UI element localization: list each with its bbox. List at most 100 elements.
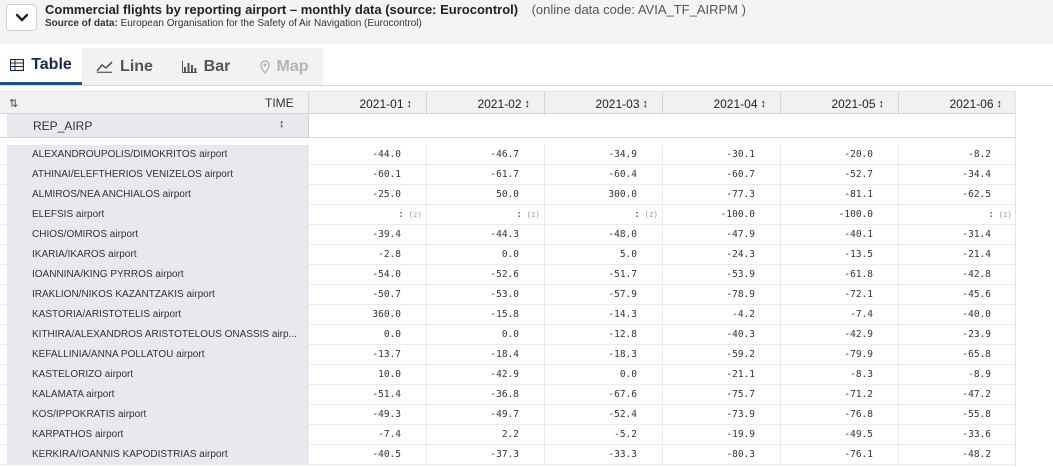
table-cell[interactable]: -34.9 [544,145,662,164]
table-cell[interactable]: -61.8 [780,265,898,284]
table-cell[interactable]: -8.2 [898,145,1016,164]
column-header[interactable]: 2021-04 ↕ [662,92,780,115]
collapse-button[interactable] [6,4,37,31]
table-cell[interactable]: -40.1 [780,225,898,244]
table-cell[interactable]: -15.8 [426,305,544,324]
dimension-sort-icon[interactable]: ↕ [279,118,285,130]
table-cell[interactable]: -72.1 [780,285,898,304]
table-cell[interactable]: -7.4 [308,425,426,444]
table-cell[interactable]: -60.1 [308,165,426,184]
table-cell[interactable]: -50.7 [308,285,426,304]
table-cell[interactable]: -44.3 [426,225,544,244]
tab-map[interactable]: Map [245,48,323,85]
table-cell[interactable]: -67.6 [544,385,662,404]
table-cell[interactable]: -60.7 [662,165,780,184]
table-cell[interactable]: -55.8 [898,405,1016,424]
table-cell[interactable]: -45.6 [898,285,1016,304]
table-cell[interactable]: -75.7 [662,385,780,404]
table-cell[interactable]: -40.5 [308,445,426,464]
table-cell[interactable]: 0.0 [544,365,662,384]
table-cell[interactable]: -47.9 [662,225,780,244]
column-header[interactable]: 2021-03 ↕ [544,92,662,115]
table-cell[interactable]: -40.0 [898,305,1016,324]
table-cell[interactable]: -19.9 [662,425,780,444]
table-cell[interactable]: -52.6 [426,265,544,284]
row-label[interactable]: IKARIA/IKAROS airport [7,245,308,264]
row-label[interactable]: IRAKLION/NIKOS KAZANTZAKIS airport [7,285,308,304]
table-cell[interactable]: -53.9 [662,265,780,284]
table-cell[interactable]: -20.0 [780,145,898,164]
table-cell[interactable]: 0.0 [426,325,544,344]
table-cell[interactable]: -62.5 [898,185,1016,204]
table-cell[interactable]: -52.7 [780,165,898,184]
table-cell[interactable]: -51.7 [544,265,662,284]
table-cell[interactable]: -34.4 [898,165,1016,184]
table-cell[interactable]: -52.4 [544,405,662,424]
table-cell[interactable]: 360.0 [308,305,426,324]
table-cell[interactable]: 50.0 [426,185,544,204]
table-cell[interactable]: -48.2 [898,445,1016,464]
sort-arrows-icon[interactable]: ↕ [642,97,649,110]
table-cell[interactable]: -33.3 [544,445,662,464]
tab-line[interactable]: Line [82,48,167,85]
sort-arrows-icon[interactable]: ↕ [760,97,767,110]
table-cell[interactable]: -57.9 [544,285,662,304]
table-cell[interactable]: -4.2 [662,305,780,324]
table-cell[interactable]: -100.0 [780,205,898,224]
row-label[interactable]: KALAMATA airport [7,385,308,404]
column-header[interactable]: 2021-01 ↕ [308,92,426,115]
table-cell[interactable]: -80.3 [662,445,780,464]
table-cell[interactable]: 0.0 [426,245,544,264]
table-cell[interactable]: -23.9 [898,325,1016,344]
row-label[interactable]: ATHINAI/ELEFTHERIOS VENIZELOS airport [7,165,308,184]
row-label[interactable]: KASTELORIZO airport [7,365,308,384]
table-cell[interactable]: -12.8 [544,325,662,344]
row-label[interactable]: KITHIRA/ALEXANDROS ARISTOTELOUS ONASSIS … [7,325,308,344]
column-header[interactable]: 2021-02 ↕ [426,92,544,115]
sort-arrows-icon[interactable]: ↕ [878,97,885,110]
tab-table[interactable]: Table [0,48,82,85]
table-cell[interactable]: -13.7 [308,345,426,364]
sort-arrows-icon[interactable]: ↕ [524,97,531,110]
table-cell[interactable]: : (z) [308,205,426,224]
table-cell[interactable]: -47.2 [898,385,1016,404]
table-cell[interactable]: -81.1 [780,185,898,204]
table-cell[interactable]: -42.8 [898,265,1016,284]
table-cell[interactable]: -39.4 [308,225,426,244]
table-cell[interactable]: -14.3 [544,305,662,324]
column-header[interactable]: 2021-05 ↕ [780,92,898,115]
table-cell[interactable]: -48.0 [544,225,662,244]
sort-toggle-icon[interactable]: ⇅ [9,98,19,110]
table-cell[interactable]: : (z) [426,205,544,224]
table-cell[interactable]: -73.9 [662,405,780,424]
table-cell[interactable]: -49.5 [780,425,898,444]
table-cell[interactable]: -44.0 [308,145,426,164]
row-label[interactable]: IOANNINA/KING PYRROS airport [7,265,308,284]
table-cell[interactable]: -8.3 [780,365,898,384]
table-cell[interactable]: -42.9 [780,325,898,344]
table-cell[interactable]: -46.7 [426,145,544,164]
table-cell[interactable]: 5.0 [544,245,662,264]
row-label[interactable]: CHIOS/OMIROS airport [7,225,308,244]
table-cell[interactable]: -78.9 [662,285,780,304]
table-cell[interactable]: -18.4 [426,345,544,364]
row-label[interactable]: KARPATHOS airport [7,425,308,444]
row-label[interactable]: KASTORIA/ARISTOTELIS airport [7,305,308,324]
sort-arrows-icon[interactable]: ↕ [406,97,413,110]
table-cell[interactable]: 10.0 [308,365,426,384]
tab-bar[interactable]: Bar [167,48,245,85]
table-cell[interactable]: -2.8 [308,245,426,264]
table-cell[interactable]: -54.0 [308,265,426,284]
table-cell[interactable]: 2.2 [426,425,544,444]
table-cell[interactable]: : (z) [544,205,662,224]
row-label[interactable]: ALEXANDROUPOLIS/DIMOKRITOS airport [7,145,308,164]
table-cell[interactable]: -42.9 [426,365,544,384]
table-cell[interactable]: -51.4 [308,385,426,404]
table-cell[interactable]: -49.7 [426,405,544,424]
table-cell[interactable]: -53.0 [426,285,544,304]
row-label[interactable]: ALMIROS/NEA ANCHIALOS airport [7,185,308,204]
table-cell[interactable]: -21.1 [662,365,780,384]
row-label[interactable]: KERKIRA/IOANNIS KAPODISTRIAS airport [7,445,308,464]
table-cell[interactable]: 0.0 [308,325,426,344]
table-cell[interactable]: -76.8 [780,405,898,424]
